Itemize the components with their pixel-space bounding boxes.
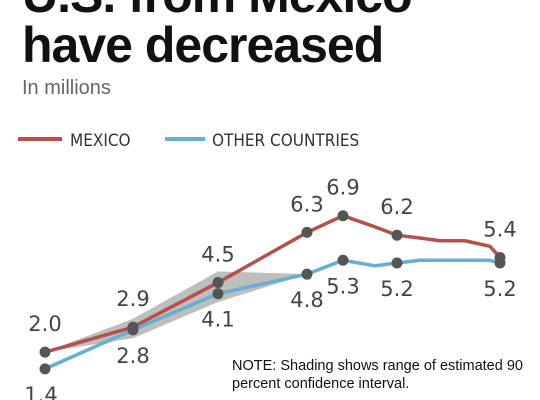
data-point bbox=[212, 277, 224, 289]
data-label: 5.2 bbox=[380, 277, 413, 301]
data-point bbox=[337, 254, 349, 266]
chart-title: have decreased bbox=[22, 17, 383, 73]
data-label: 6.9 bbox=[326, 176, 359, 200]
chart-title: U.S. from Mexico bbox=[22, 0, 412, 23]
data-point bbox=[301, 268, 313, 280]
legend-label: OTHER COUNTRIES bbox=[212, 131, 359, 151]
data-label: 6.2 bbox=[380, 195, 413, 219]
chart-subtitle: In millions bbox=[22, 77, 111, 99]
note: NOTE: Shading shows range of estimated 9… bbox=[232, 358, 523, 374]
note: percent confidence interval. bbox=[232, 376, 409, 392]
data-label: 5.2 bbox=[483, 277, 516, 301]
series-line bbox=[44, 213, 502, 354]
data-label: 5.3 bbox=[326, 274, 359, 298]
data-point bbox=[494, 257, 506, 269]
data-label: 5.4 bbox=[483, 217, 516, 241]
data-point bbox=[39, 363, 51, 375]
data-point bbox=[391, 257, 403, 269]
data-point bbox=[127, 324, 139, 336]
legend-label: MEXICO bbox=[70, 131, 131, 151]
data-point bbox=[391, 229, 403, 241]
data-label: 4.8 bbox=[290, 288, 323, 312]
data-point bbox=[301, 226, 313, 238]
data-point bbox=[39, 346, 51, 358]
data-label: 2.9 bbox=[116, 287, 149, 311]
data-label: 2.8 bbox=[116, 344, 149, 368]
data-point bbox=[337, 210, 349, 222]
data-label: 4.5 bbox=[201, 243, 234, 267]
data-label: 4.1 bbox=[201, 308, 234, 332]
data-label: 1.4 bbox=[24, 383, 57, 400]
data-point bbox=[212, 288, 224, 300]
series-line bbox=[44, 258, 501, 371]
data-label: 6.3 bbox=[290, 192, 323, 216]
data-label: 2.0 bbox=[28, 312, 61, 336]
